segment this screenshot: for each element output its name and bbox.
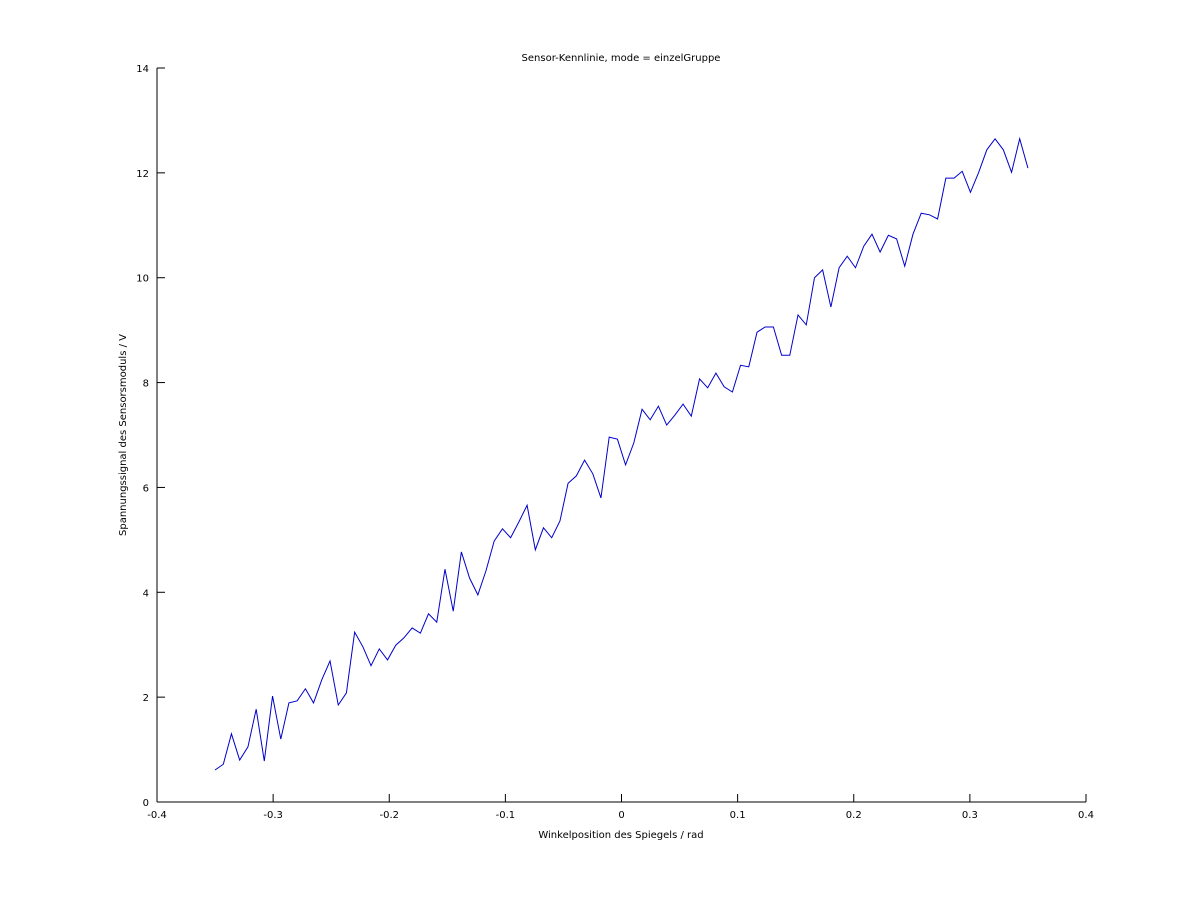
x-tick-label: -0.1 [496, 810, 516, 821]
x-axis-label: Winkelposition des Spiegels / rad [538, 830, 703, 841]
x-tick-label: 0.2 [846, 810, 862, 821]
y-tick-label: 6 [143, 483, 149, 494]
x-tick-label: 0.3 [962, 810, 978, 821]
data-line [214, 136, 1029, 771]
y-tick-label: 2 [143, 693, 149, 704]
y-tick-label: 12 [136, 169, 149, 180]
y-axis-label: Spannungssignal des Sensorsmoduls / V [118, 334, 129, 536]
x-tick-label: -0.4 [147, 810, 167, 821]
chart-title: Sensor-Kennlinie, mode = einzelGruppe [522, 53, 721, 64]
x-tick-label: 0 [618, 810, 624, 821]
y-tick-label: 8 [143, 379, 149, 390]
x-tick-label: 0.1 [730, 810, 746, 821]
y-tick-label: 4 [143, 588, 149, 599]
x-tick-label: -0.3 [263, 810, 283, 821]
y-tick-label: 0 [143, 798, 149, 809]
x-tick-label: -0.2 [379, 810, 399, 821]
x-tick-label: 0.4 [1078, 810, 1094, 821]
y-tick-label: 10 [136, 274, 149, 285]
y-tick-label: 14 [136, 64, 149, 75]
